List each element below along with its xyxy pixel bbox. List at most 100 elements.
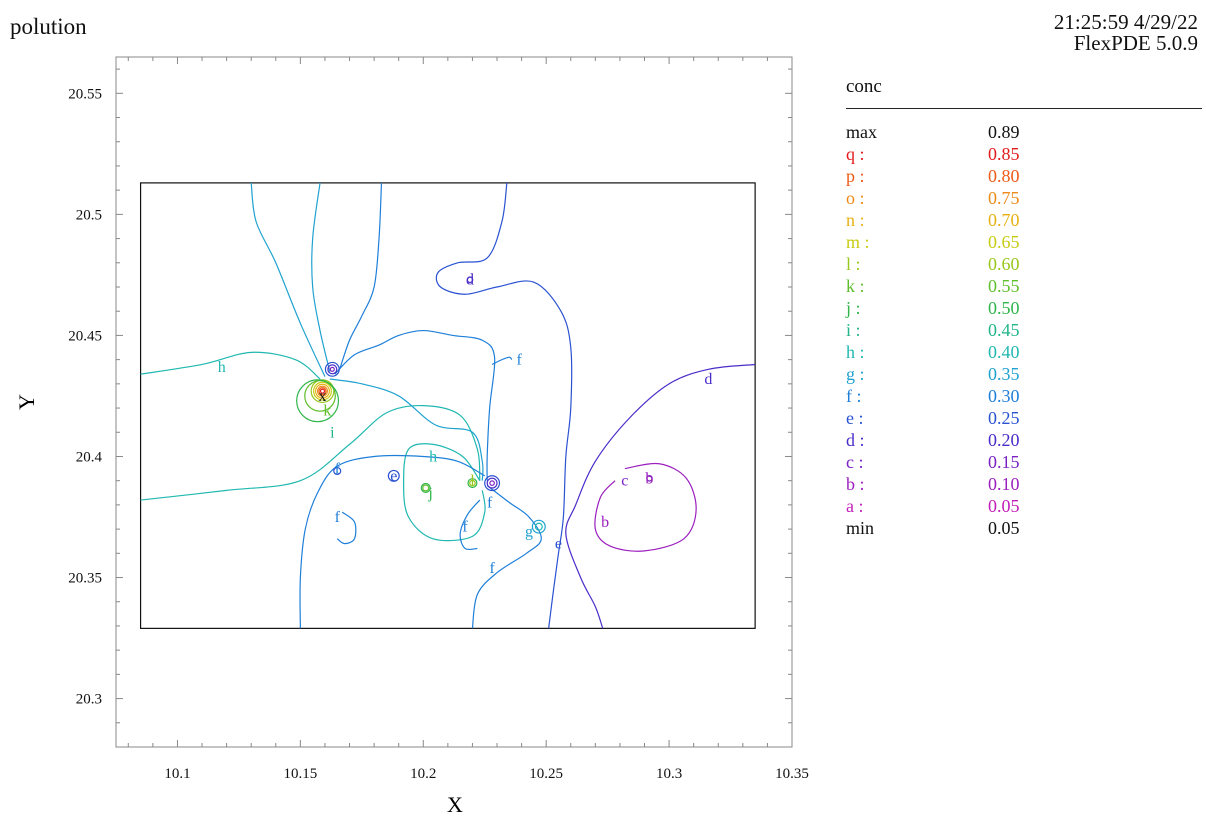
contour-ring-e: [484, 475, 501, 492]
legend-value: 0.10: [988, 474, 1020, 494]
legend-value: 0.70: [988, 210, 1020, 230]
legend-row: e : 0.25: [846, 407, 1202, 429]
contour-ring-e: [333, 466, 342, 476]
axis-ticks: 10.1 10.15 10.2 10.25 10.3 10.35 20.3 20.35 20.4…: [68, 57, 809, 782]
legend-key: l :: [846, 254, 861, 274]
contour-ring-c: [489, 480, 495, 486]
contour-line-f: [299, 454, 486, 629]
contour-label: f: [516, 352, 522, 369]
timestamp: 21:25:59 4/29/22: [1053, 10, 1198, 34]
legend-key: q :: [846, 144, 865, 164]
contour-label: f: [487, 494, 493, 511]
legend-row: h : 0.40: [846, 341, 1202, 363]
legend-value: 0.25: [988, 408, 1020, 428]
contour-line-g: [250, 182, 326, 377]
legend-value: 0.05: [988, 518, 1020, 538]
legend-value: 0.30: [988, 386, 1020, 406]
contour-line-h: [140, 351, 321, 380]
legend-value: 0.55: [988, 276, 1020, 296]
contour-label: e: [555, 536, 562, 553]
contour-label: f: [335, 461, 341, 478]
legend-key: g :: [846, 364, 865, 384]
legend-key: o :: [846, 188, 865, 208]
x-tick-label: 10.1: [164, 766, 190, 782]
legend-row: c : 0.15: [846, 451, 1202, 473]
contour-label: d: [466, 272, 474, 289]
legend-value: 0.20: [988, 430, 1020, 450]
y-tick-label: 20.4: [76, 449, 103, 465]
contour-ring-e: [387, 469, 400, 482]
legend-row: o : 0.75: [846, 187, 1202, 209]
legend-key: j :: [846, 298, 861, 318]
legend-key: m :: [846, 232, 870, 252]
legend-row: b : 0.10: [846, 473, 1202, 495]
contour-ring-d: [486, 477, 498, 489]
legend-key: min: [846, 518, 875, 538]
legend-value: 0.85: [988, 144, 1020, 164]
contour-ring-h: [534, 522, 543, 531]
x-axis-label: X: [447, 792, 463, 817]
contour-line-f: [459, 499, 481, 551]
legend-value: 0.89: [988, 122, 1020, 142]
x-tick-label: 10.25: [529, 766, 563, 782]
timestamp-block: 21:25:59 4/29/22 FlexPDE 5.0.9: [1054, 12, 1198, 54]
contour-line-f: [471, 485, 542, 629]
legend-value: 0.65: [988, 232, 1020, 252]
legend-row: m : 0.65: [846, 231, 1202, 253]
contour-label: g: [525, 524, 533, 541]
contour-label: f: [335, 509, 341, 526]
legend-key: d :: [846, 430, 865, 450]
legend-key: h :: [846, 342, 865, 362]
contour-ring-n: [315, 383, 330, 399]
contour-label: e: [390, 468, 397, 485]
domain-boundary: [139, 182, 756, 629]
x-tick-label: 10.35: [775, 766, 809, 782]
software-version: FlexPDE 5.0.9: [1073, 31, 1198, 55]
axes-frame: [115, 56, 793, 748]
legend-key: i :: [846, 320, 861, 340]
contour-line-f: [491, 356, 513, 366]
legend-value: 0.45: [988, 320, 1020, 340]
legend-row: min 0.05: [846, 517, 1202, 539]
contour-ring-c: [329, 366, 335, 372]
contour-ring-j: [296, 379, 340, 423]
contour-ring-k: [304, 380, 336, 412]
legend-row: g : 0.35: [846, 363, 1202, 385]
contour-label: x: [318, 388, 326, 405]
y-axis-label: Y: [14, 394, 39, 410]
legend-row: l : 0.60: [846, 253, 1202, 275]
contour-label: l: [470, 473, 475, 490]
contour-ring-j: [467, 478, 478, 489]
contour-ring-q: [319, 388, 326, 394]
contour-ring-l: [310, 379, 335, 404]
y-tick-label: 20.45: [68, 328, 102, 344]
legend-value: 0.05: [988, 496, 1020, 516]
legend-row: d : 0.20: [846, 429, 1202, 451]
legend-key: k :: [846, 276, 865, 296]
contour-line-f: [339, 182, 383, 370]
x-tick-label: 10.15: [283, 766, 317, 782]
legend-row: f : 0.30: [846, 385, 1202, 407]
contour-label: d: [704, 371, 712, 388]
contour-label: b: [645, 470, 653, 487]
legend-row: j : 0.50: [846, 297, 1202, 319]
y-tick-label: 20.5: [76, 207, 102, 223]
contour-line-f: [336, 511, 357, 545]
contour-lines: [140, 182, 756, 629]
contour-line-h: [403, 443, 486, 542]
legend-key: b :: [846, 474, 865, 494]
legend-value: 0.50: [988, 298, 1020, 318]
contour-line-f: [334, 329, 496, 481]
legend-value: 0.15: [988, 452, 1020, 472]
contour-line-d: [565, 363, 756, 629]
contour-line-h: [140, 404, 481, 501]
contour-ring-o: [316, 385, 329, 397]
legend-row: p : 0.80: [846, 165, 1202, 187]
contour-label: f: [489, 560, 495, 577]
contour-line-g: [329, 378, 484, 481]
contour-ring-d: [327, 364, 338, 375]
legend-key: c :: [846, 452, 864, 472]
legend-row: n : 0.70: [846, 209, 1202, 231]
